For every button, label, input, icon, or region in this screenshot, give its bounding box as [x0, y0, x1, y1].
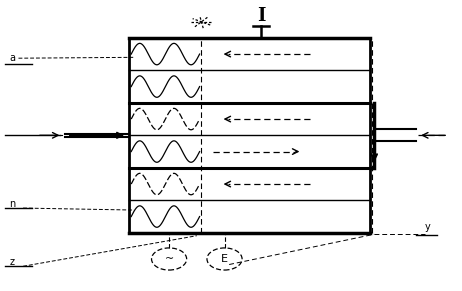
Text: a: a — [9, 53, 15, 63]
Text: ~: ~ — [164, 254, 174, 264]
Text: y: y — [425, 222, 431, 232]
Text: E: E — [221, 254, 228, 264]
Text: I: I — [257, 7, 265, 25]
Text: n: n — [9, 199, 16, 209]
Text: z: z — [9, 257, 14, 267]
